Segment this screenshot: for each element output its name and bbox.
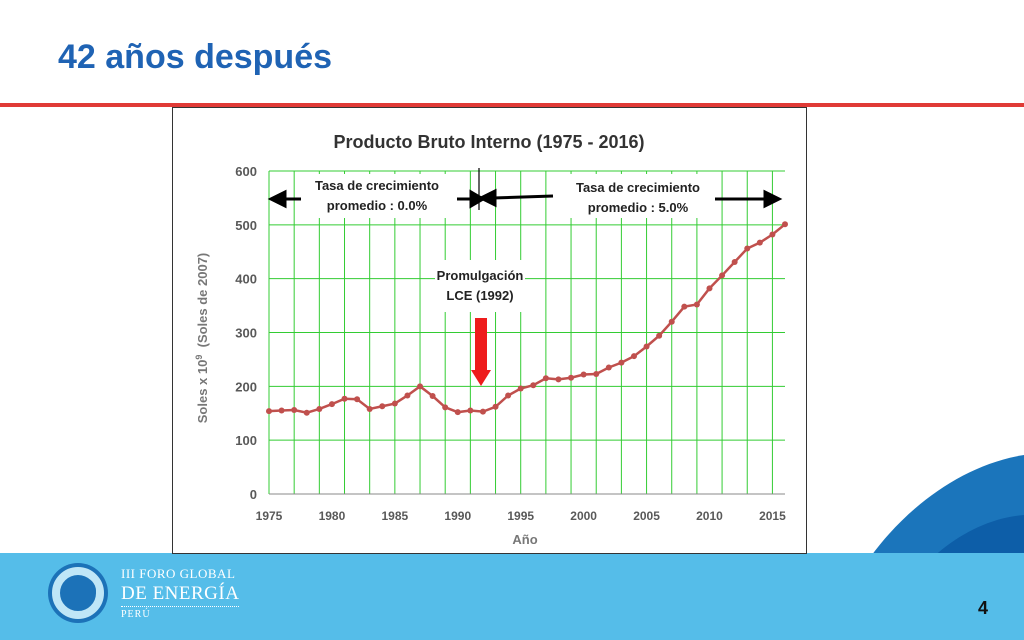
- data-point: [391, 400, 398, 407]
- y-tick-label: 500: [235, 218, 257, 233]
- data-point: [618, 359, 625, 366]
- data-point: [417, 383, 424, 390]
- y-tick-label: 400: [235, 272, 257, 287]
- title-divider: [0, 103, 1024, 107]
- data-point: [328, 401, 335, 408]
- chart-title: Producto Bruto Interno (1975 - 2016): [333, 132, 644, 152]
- data-point: [354, 396, 361, 403]
- foro-logo-icon: [48, 563, 108, 623]
- data-point: [719, 272, 726, 279]
- x-tick-label: 1980: [319, 509, 346, 523]
- data-point: [517, 385, 524, 392]
- right-span-arrows: [477, 188, 783, 209]
- data-point: [303, 409, 310, 416]
- data-point: [605, 364, 612, 371]
- x-tick-label: 1995: [507, 509, 534, 523]
- chart-frame: 0 100 200 300 400 500 600 1975 1980 1985 1990 1995…: [172, 107, 807, 554]
- data-series: [266, 221, 788, 416]
- data-point: [782, 221, 788, 228]
- y-tick-label: 300: [235, 326, 257, 341]
- x-tick-label: 2005: [633, 509, 660, 523]
- data-point: [580, 371, 587, 378]
- slide-title: 42 años después: [58, 38, 333, 76]
- x-tick-label: 2010: [696, 509, 723, 523]
- data-point: [706, 285, 713, 292]
- data-point: [341, 395, 348, 402]
- law-box: [435, 260, 525, 312]
- y-axis-label-exponent: 9: [194, 355, 204, 360]
- right-rate-line1: Tasa de crecimiento: [576, 180, 700, 195]
- data-point: [505, 392, 512, 399]
- footer-bar: [0, 553, 1024, 640]
- y-tick-label: 200: [235, 379, 257, 394]
- data-point: [366, 405, 373, 412]
- data-point: [454, 409, 461, 416]
- y-tick-label: 0: [250, 487, 257, 502]
- data-point: [756, 239, 763, 246]
- x-tick-label: 1985: [382, 509, 409, 523]
- y-tick-label: 100: [235, 433, 257, 448]
- y-tick-label: 600: [235, 164, 257, 179]
- right-rate-box: [555, 174, 717, 218]
- left-span-arrows: [267, 168, 486, 210]
- law-line2: LCE (1992): [446, 288, 513, 303]
- data-point: [681, 303, 688, 310]
- gdp-line-chart: 0 100 200 300 400 500 600 1975 1980 1985 1990 1995…: [194, 132, 788, 547]
- data-point: [278, 407, 285, 414]
- logo-line3: PERÚ: [121, 609, 151, 620]
- y-axis-label: Soles x 109 (Soles de 2007): [194, 253, 210, 424]
- data-point: [593, 370, 600, 377]
- data-point: [442, 404, 449, 411]
- x-axis-label: Año: [512, 532, 537, 547]
- data-point: [316, 405, 323, 412]
- left-rate-box: [297, 174, 459, 218]
- data-point: [656, 332, 663, 339]
- x-tick-label: 1990: [444, 509, 471, 523]
- data-point: [568, 374, 575, 381]
- law-red-arrow: [471, 318, 491, 386]
- foro-logo-text: III FORO GLOBAL DE ENERGÍA PERÚ: [121, 566, 240, 620]
- right-rate-line2: promedio : 5.0%: [588, 200, 689, 215]
- y-tick-labels: 0 100 200 300 400 500 600: [235, 164, 257, 502]
- gridlines: [268, 170, 785, 495]
- data-point: [744, 245, 751, 252]
- law-line1: Promulgación: [437, 268, 524, 283]
- x-tick-label: 1975: [256, 509, 283, 523]
- data-point: [731, 258, 738, 265]
- x-tick-label: 2015: [759, 509, 786, 523]
- data-point: [404, 392, 411, 399]
- chart-title-text: Producto Bruto Interno (1975 - 2016): [333, 132, 644, 152]
- data-point: [530, 382, 537, 389]
- data-point: [429, 393, 436, 400]
- data-point: [492, 403, 499, 410]
- x-tick-labels: 1975 1980 1985 1990 1995 2000 2005 2010 2015: [256, 509, 786, 523]
- data-point: [379, 403, 386, 410]
- x-tick-label: 2000: [570, 509, 597, 523]
- logo-line2: DE ENERGÍA: [121, 583, 240, 607]
- data-point: [769, 231, 776, 238]
- data-point: [542, 375, 549, 382]
- data-point: [291, 407, 298, 414]
- data-point: [643, 343, 650, 350]
- logo-line1: III FORO GLOBAL: [121, 566, 236, 581]
- left-rate-line1: Tasa de crecimiento: [315, 178, 439, 193]
- data-point: [668, 318, 675, 325]
- data-point: [266, 408, 272, 415]
- data-point: [630, 353, 637, 360]
- data-point: [555, 376, 562, 383]
- data-point: [693, 301, 700, 308]
- left-rate-line2: promedio : 0.0%: [327, 198, 428, 213]
- data-point: [467, 407, 474, 414]
- series-line: [268, 223, 786, 415]
- data-point: [479, 408, 486, 415]
- page-number: 4: [978, 598, 989, 618]
